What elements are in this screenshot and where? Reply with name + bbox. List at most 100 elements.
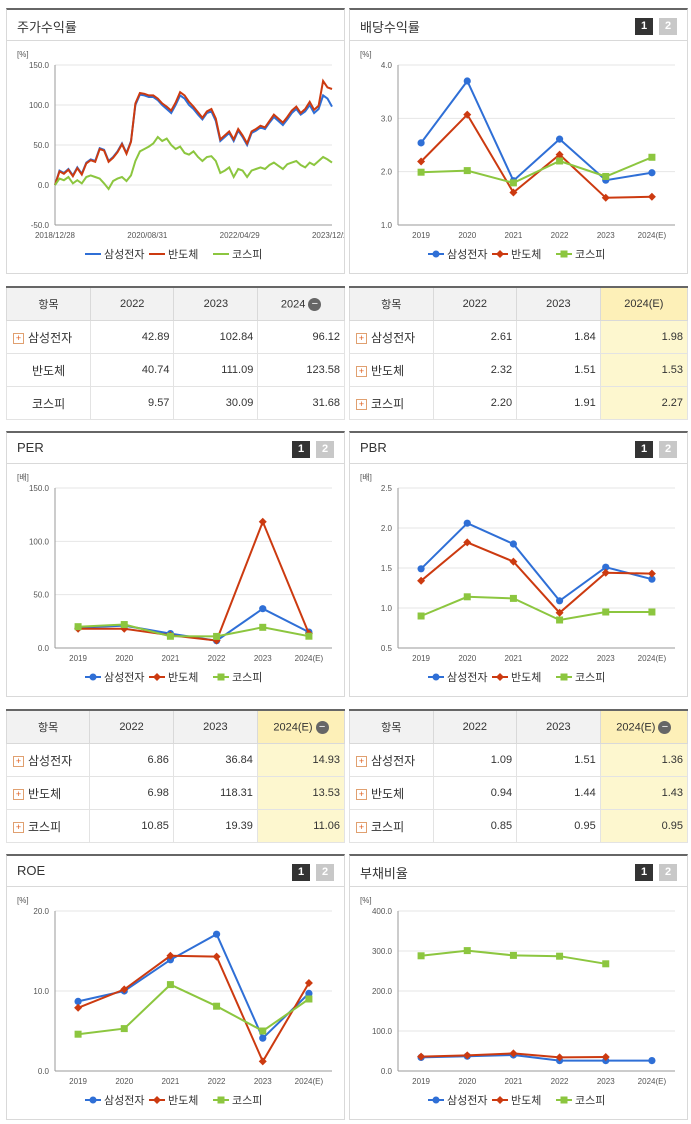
y-tick-label: 4.0 — [381, 61, 393, 70]
tab-1[interactable]: 1 — [635, 441, 653, 458]
x-tick-label: 2019 — [412, 1077, 430, 1086]
legend-label: 삼성전자 — [447, 671, 487, 684]
column-header: 2022 — [432, 709, 518, 744]
collapse-icon[interactable]: − — [308, 297, 322, 311]
data-point-semi — [120, 985, 129, 994]
tab-2[interactable]: 2 — [659, 864, 677, 881]
column-header: 항목 — [349, 709, 434, 744]
data-point-samsung — [305, 989, 313, 997]
data-point-samsung — [509, 540, 518, 548]
row-label: 반도체 — [32, 363, 66, 378]
data-point-semi — [120, 624, 129, 633]
column-header: 2024(E) — [599, 286, 689, 321]
data-point-samsung — [463, 519, 471, 527]
data-point-kospi — [74, 623, 82, 631]
value-cell: 0.95 — [599, 809, 689, 843]
tab-2[interactable]: 2 — [659, 18, 677, 35]
row-label-cell: + 삼성전자 — [6, 320, 91, 354]
x-tick-label: 2022 — [551, 231, 569, 240]
value-cell: 9.57 — [89, 386, 175, 420]
tab-1[interactable]: 1 — [635, 18, 653, 35]
series-line-kospi — [420, 595, 652, 622]
row-label: 코스피 — [28, 819, 62, 834]
column-header-label: 2024(E) — [624, 298, 664, 310]
data-point-samsung — [417, 565, 425, 573]
pbr-table: 항목 2022 2023 2024(E) − + 삼성전자 1.09 1.51 1.36 + 반도체 0… — [349, 709, 689, 843]
data-point-samsung — [648, 169, 656, 177]
x-tick-label: 2023/12/28 — [312, 231, 344, 240]
table-header-row: 항목 2022 2023 2024(E) — [349, 286, 689, 321]
expand-icon[interactable]: + — [13, 821, 24, 833]
data-point-semi — [258, 1057, 267, 1066]
data-point-semi — [555, 150, 564, 159]
series-line-semi — [54, 78, 333, 186]
data-point-kospi — [509, 594, 517, 602]
data-point-kospi — [417, 612, 425, 620]
data-point-semi — [463, 110, 472, 119]
unit-label: [배] — [17, 473, 29, 482]
data-point-semi — [555, 608, 564, 617]
expand-icon[interactable]: + — [356, 821, 367, 833]
x-tick-label: 2021 — [162, 1077, 180, 1086]
data-point-semi — [212, 952, 221, 961]
value-cell: 1.98 — [599, 320, 689, 354]
data-point-kospi — [305, 632, 313, 640]
panel-title: 배당수익률 — [360, 20, 420, 35]
unit-label: [%] — [17, 896, 29, 905]
data-point-kospi — [556, 616, 564, 624]
data-point-samsung — [648, 1057, 656, 1065]
tab-1[interactable]: 1 — [292, 441, 310, 458]
data-point-samsung — [463, 77, 471, 85]
column-header: 2022 — [432, 286, 518, 321]
expand-icon[interactable]: + — [356, 332, 367, 344]
y-tick-label: 3.0 — [381, 114, 393, 123]
expand-icon[interactable]: + — [356, 755, 367, 767]
tab-2[interactable]: 2 — [316, 441, 334, 458]
column-header-label: 2023 — [546, 298, 571, 310]
legend-marker — [432, 250, 440, 258]
tab-1[interactable]: 1 — [635, 864, 653, 881]
expand-icon[interactable]: + — [13, 755, 24, 767]
collapse-icon[interactable]: − — [658, 720, 672, 734]
dividend-yield-table: 항목 2022 2023 2024(E) + 삼성전자 2.61 1.84 1.98 + 반도체 2.… — [349, 286, 689, 420]
expand-icon[interactable]: + — [356, 365, 367, 377]
expand-icon[interactable]: + — [13, 788, 24, 800]
data-point-kospi — [602, 960, 610, 968]
data-point-kospi — [648, 608, 656, 616]
y-tick-label: 0.0 — [38, 181, 50, 190]
column-header-label: 2023 — [203, 721, 228, 733]
tab-2[interactable]: 2 — [316, 864, 334, 881]
table-row: + 삼성전자 1.09 1.51 1.36 — [349, 743, 689, 777]
tab-1[interactable]: 1 — [292, 864, 310, 881]
value-cell: 1.43 — [599, 776, 689, 810]
column-header: 2023 — [516, 709, 601, 744]
value-cell: 6.86 — [89, 743, 174, 777]
value-cell: 111.09 — [173, 353, 259, 387]
collapse-icon[interactable]: − — [315, 720, 329, 734]
y-tick-label: 10.0 — [33, 987, 49, 996]
y-tick-label: 1.0 — [381, 221, 393, 230]
series-line-semi — [77, 954, 310, 1064]
x-tick-label: 2020/08/31 — [127, 231, 168, 240]
value-cell: 2.61 — [432, 320, 518, 354]
value-cell: 14.93 — [256, 743, 346, 777]
table-row: + 코스피 10.85 19.39 11.06 — [5, 809, 346, 843]
y-tick-label: 2.5 — [381, 484, 393, 493]
tab-2[interactable]: 2 — [659, 441, 677, 458]
value-cell: 31.68 — [257, 386, 345, 420]
value-cell: 1.44 — [516, 776, 601, 810]
expand-icon[interactable]: + — [13, 332, 24, 344]
column-header-label: 2022 — [119, 721, 144, 733]
table-header-row: 항목 2022 2023 2024− — [6, 286, 345, 321]
expand-icon[interactable]: + — [356, 788, 367, 800]
column-header: 2024(E) − — [256, 709, 346, 744]
value-cell: 102.84 — [173, 320, 259, 354]
expand-icon[interactable]: + — [356, 398, 367, 410]
data-point-samsung — [417, 139, 425, 147]
data-point-semi — [647, 569, 656, 578]
row-label: 코스피 — [371, 819, 405, 834]
y-tick-label: 50.0 — [33, 591, 49, 600]
value-cell: 6.98 — [89, 776, 174, 810]
y-tick-label: 100.0 — [29, 101, 50, 110]
